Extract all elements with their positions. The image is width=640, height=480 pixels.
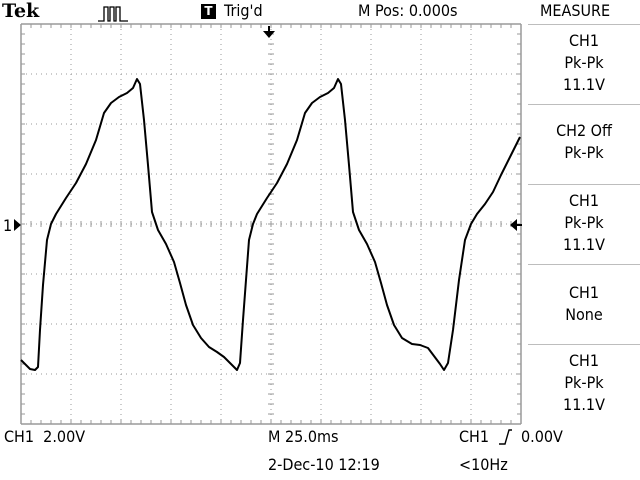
datetime-readout: 2-Dec-10 12:19 bbox=[268, 455, 380, 474]
measure-slot-2[interactable]: CH2 Off Pk-Pk bbox=[528, 120, 640, 164]
measure-slot-1[interactable]: CH1 Pk-Pk 11.1V bbox=[528, 30, 640, 96]
ch1-scale-readout: CH1 2.00V bbox=[4, 427, 86, 446]
ch1-waveform-trace bbox=[20, 78, 521, 371]
timebase-readout: M 25.0ms bbox=[268, 427, 339, 446]
measure-type: Pk-Pk bbox=[564, 53, 604, 72]
measure-type: Pk-Pk bbox=[564, 143, 604, 162]
ch1-ground-marker-icon bbox=[14, 219, 21, 231]
trigger-status: Trig'd bbox=[224, 1, 263, 20]
measure-slot-3[interactable]: CH1 Pk-Pk 11.1V bbox=[528, 190, 640, 256]
measure-value: 11.1V bbox=[563, 395, 605, 414]
trigger-level-stem bbox=[516, 224, 522, 226]
graticule bbox=[20, 23, 522, 425]
measure-source: CH1 bbox=[568, 351, 600, 370]
measure-divider bbox=[528, 184, 640, 185]
measure-value: 11.1V bbox=[563, 75, 605, 94]
measure-menu-title: MEASURE bbox=[540, 1, 611, 20]
brand-logo: Tek bbox=[2, 0, 40, 22]
measure-divider bbox=[528, 24, 640, 25]
measure-type: Pk-Pk bbox=[564, 213, 604, 232]
measure-type: Pk-Pk bbox=[564, 373, 604, 392]
measure-source: CH1 bbox=[568, 283, 600, 302]
measure-source: CH1 bbox=[568, 191, 600, 210]
measure-value: 11.1V bbox=[563, 235, 605, 254]
trigger-position-stem bbox=[268, 26, 270, 32]
measure-source: CH2 Off bbox=[556, 121, 612, 140]
measure-divider bbox=[528, 104, 640, 105]
main-position-readout: M Pos: 0.000s bbox=[358, 1, 458, 20]
trigger-source-readout: CH1 bbox=[459, 427, 490, 446]
single-pulse-icon bbox=[98, 6, 128, 22]
measure-slot-5[interactable]: CH1 Pk-Pk 11.1V bbox=[528, 350, 640, 416]
measure-divider bbox=[528, 344, 640, 345]
trigger-level-marker-icon bbox=[510, 219, 517, 231]
trigger-badge: T bbox=[201, 4, 216, 19]
measure-type: None bbox=[565, 305, 603, 324]
rising-edge-icon bbox=[499, 429, 512, 445]
measure-source: CH1 bbox=[568, 31, 600, 50]
ch1-marker-label: 1 bbox=[3, 216, 13, 235]
measure-divider bbox=[528, 264, 640, 265]
trigger-level-readout: 0.00V bbox=[521, 427, 563, 446]
trigger-position-marker-icon bbox=[263, 31, 275, 38]
frequency-readout: <10Hz bbox=[459, 455, 508, 474]
measure-slot-4[interactable]: CH1 None bbox=[528, 282, 640, 326]
